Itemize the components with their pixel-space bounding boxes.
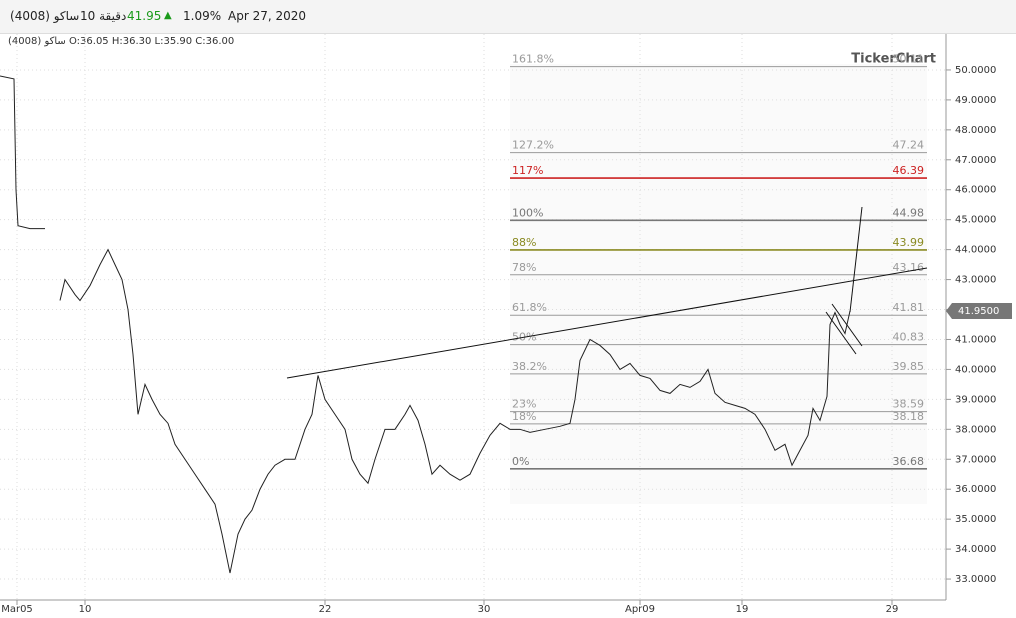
x-tick-label: 30	[478, 604, 491, 615]
fib-zone	[510, 64, 927, 504]
flag-line	[825, 311, 857, 355]
interval: 10 دقيقة	[80, 9, 127, 23]
y-tick-label: 48.0000	[955, 125, 996, 136]
trend-line	[849, 206, 863, 313]
y-tick-label: 38.0000	[955, 424, 996, 435]
x-tick-label: 10	[79, 604, 92, 615]
y-tick-label: 36.0000	[955, 484, 996, 495]
x-tick-label: Mar05	[1, 604, 33, 615]
x-tick-label: Apr09	[625, 604, 655, 615]
y-tick-label: 46.0000	[955, 185, 996, 196]
fib-label: 78%	[512, 261, 536, 274]
y-tick-label: 50.0000	[955, 65, 996, 76]
x-tick-label: 29	[886, 604, 899, 615]
date: Apr 27, 2020	[228, 9, 307, 23]
change: 1.09%	[183, 9, 222, 23]
fib-value: 39.85	[893, 360, 925, 373]
fib-value: 40.83	[893, 331, 925, 344]
y-tick-label: 35.0000	[955, 514, 996, 525]
fib-value: 43.99	[893, 236, 925, 249]
trend-line	[286, 267, 928, 379]
y-tick-label: 45.0000	[955, 215, 996, 226]
last-price-box	[946, 303, 1012, 320]
fib-value: 36.68	[893, 455, 925, 468]
y-tick-label: 49.0000	[955, 95, 996, 106]
up-arrow: ▲	[164, 10, 172, 21]
fib-value: 38.59	[893, 398, 925, 411]
fib-value: 44.98	[893, 206, 925, 219]
fib-value: 43.16	[893, 261, 925, 274]
fib-label: 161.8%	[512, 53, 554, 66]
y-tick-label: 41.0000	[955, 334, 996, 345]
last-price-label: 41.9500	[958, 306, 999, 317]
fib-value: 47.24	[893, 139, 925, 152]
symbol: ساكو (4008)	[10, 9, 80, 23]
fib-value: 46.39	[893, 164, 925, 177]
x-tick-label: 19	[736, 604, 749, 615]
y-tick-label: 40.0000	[955, 364, 996, 375]
chart: ساكو (4008) O:36.05 H:36.30 L:35.90 C:36…	[0, 34, 1016, 618]
y-tick-label: 34.0000	[955, 544, 996, 555]
fib-label: 88%	[512, 236, 536, 249]
y-tick-label: 47.0000	[955, 155, 996, 166]
price-line	[0, 75, 851, 574]
flag-line	[831, 303, 863, 347]
fib-value: 38.18	[893, 410, 925, 423]
y-tick-label: 43.0000	[955, 275, 996, 286]
fib-label: 0%	[512, 455, 529, 468]
y-tick-label: 37.0000	[955, 454, 996, 465]
fib-value: 41.81	[893, 301, 925, 314]
fib-label: 117%	[512, 164, 543, 177]
watermark: TickerChart	[851, 52, 936, 67]
y-axis-panel	[946, 34, 1016, 618]
y-tick-label: 44.0000	[955, 245, 996, 256]
price: 41.95	[127, 9, 162, 23]
fib-label: 61.8%	[512, 301, 547, 314]
fib-label: 100%	[512, 206, 543, 219]
fib-label: 23%	[512, 398, 536, 411]
fib-label: 38.2%	[512, 360, 547, 373]
y-tick-label: 39.0000	[955, 394, 996, 405]
ohlc-label: ساكو (4008) O:36.05 H:36.30 L:35.90 C:36…	[8, 36, 234, 47]
toolbar: ساكو (4008) 10 دقيقة 41.95 ▲ 1.09% Apr 2…	[0, 0, 1016, 34]
fib-label: 18%	[512, 410, 536, 423]
y-tick-label: 33.0000	[955, 574, 996, 585]
fib-value: 50.11	[893, 53, 925, 66]
fib-label: 127.2%	[512, 139, 554, 152]
x-tick-label: 22	[319, 604, 332, 615]
